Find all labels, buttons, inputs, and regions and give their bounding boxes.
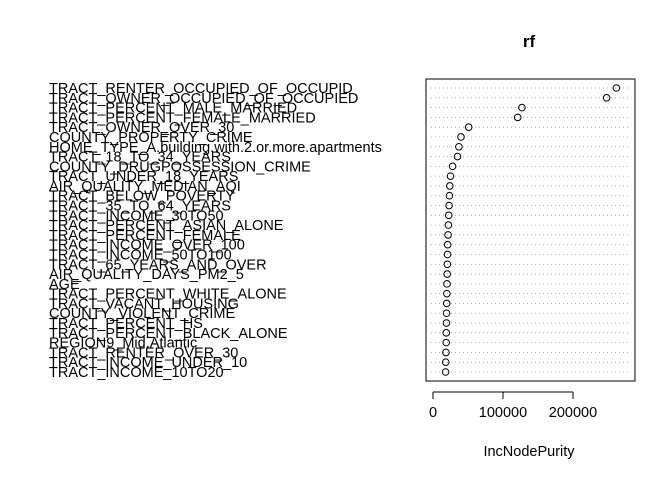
data-point [612, 84, 621, 92]
data-point [448, 162, 457, 171]
variable-label: HOME_TYPE_A.building.with.2.or.more.apar… [49, 140, 382, 156]
variable-label: COUNTY_PROPERTY_CRIME [49, 130, 253, 146]
variable-label: TRACT_PERCENT_BLACK_ALONE [49, 326, 288, 342]
variable-label: TRACT_INCOME_30TO50 [49, 208, 224, 224]
data-point [443, 280, 451, 288]
variable-label: TRACT_RENTER_OVER_30 [49, 345, 238, 361]
data-point [446, 172, 455, 180]
variable-label: TRACT_INCOME_OVER_100 [49, 238, 245, 254]
variable-labels: TRACT_RENTER_OCCUPIED_OF_OCCUPIDTRACT_OW… [49, 81, 382, 381]
variable-label: TRACT_OWNER_OCCUPIED_OF_OCCUPIED [49, 91, 358, 107]
guide-lines [431, 87, 631, 373]
data-point [442, 309, 451, 318]
data-point [444, 211, 453, 220]
variable-label: TRACT_PERCENT_ASIAN_ALONE [49, 218, 284, 234]
data-point [442, 299, 451, 308]
variable-label: COUNTY_DRUGPOSSESSION_CRIME [49, 159, 311, 175]
x-axis: 0 100000 200000 [429, 391, 597, 421]
data-point [602, 93, 611, 102]
x-tick-label: 100000 [479, 405, 527, 421]
variable-label: TRACT_PERCENT_WHITE_ALONE [49, 287, 287, 303]
x-tick-label: 0 [429, 405, 437, 421]
variable-label: TRACT_INCOME_10TO20 [49, 365, 224, 381]
data-point [443, 260, 452, 269]
data-points [441, 84, 621, 376]
data-point [444, 231, 452, 239]
variable-label: TRACT_18_TO_34_YEARS [49, 150, 231, 166]
variable-label: TRACT_PERCENT_FEMALE [49, 228, 241, 244]
data-point [446, 182, 454, 190]
data-point [444, 221, 453, 229]
variable-label: TRACT_INCOME_UNDER_10 [49, 355, 247, 371]
variable-label: TRACT_VACANT_HOUSING [49, 296, 239, 312]
variable-label: TRACT_65_YEARS_AND_OVER [49, 257, 267, 273]
data-point [457, 133, 465, 141]
data-point [443, 289, 451, 298]
data-point [445, 201, 453, 210]
data-point [442, 338, 450, 347]
chart-title: rf [523, 32, 536, 51]
data-point [445, 191, 454, 200]
data-point [441, 368, 450, 376]
variable-label: TRACT_INCOME_50TO100 [49, 247, 232, 263]
data-point [443, 240, 452, 249]
variable-label: AIR_QUALITY_DAYS_PM2_5 [49, 267, 244, 283]
variable-label: TRACT_RENTER_OCCUPIED_OF_OCCUPID [49, 81, 353, 97]
data-point [443, 250, 452, 259]
data-point [443, 270, 452, 278]
variable-label: TRACT_PERCENT_HS [49, 316, 203, 332]
data-point [442, 348, 450, 357]
variable-label: TRACT_35_TO_64_YEARS [49, 199, 231, 215]
variable-label: TRACT_UNDER_18_YEARS [49, 169, 238, 185]
variable-label: AGE [49, 277, 80, 293]
plot-frame [425, 78, 636, 382]
variable-label: TRACT_OWNER_OVER_30 [49, 120, 234, 136]
x-axis-label: IncNodePurity [483, 444, 575, 460]
variable-label: COUNTY_VIOLENT_CRIME [49, 306, 235, 322]
data-point [513, 113, 522, 122]
data-point [518, 103, 526, 112]
data-point [464, 123, 473, 131]
data-point [453, 152, 462, 161]
x-tick-label: 200000 [549, 405, 597, 421]
data-point [455, 142, 463, 151]
data-point [442, 329, 451, 337]
data-point [441, 358, 450, 367]
variable-label: AIR_QUALITY_MEDIAN_AQI [49, 179, 241, 195]
variable-label: TRACT_BELOW_POVERTY [49, 189, 235, 205]
variable-label: TRACT_PERCENT_FEMALE_MARRIED [49, 110, 316, 126]
variable-label: TRACT_PERCENT_MALE_MARRIED [49, 101, 297, 117]
data-point [442, 319, 451, 327]
variable-label: REGION9_Mid.Atlantic [49, 336, 197, 352]
